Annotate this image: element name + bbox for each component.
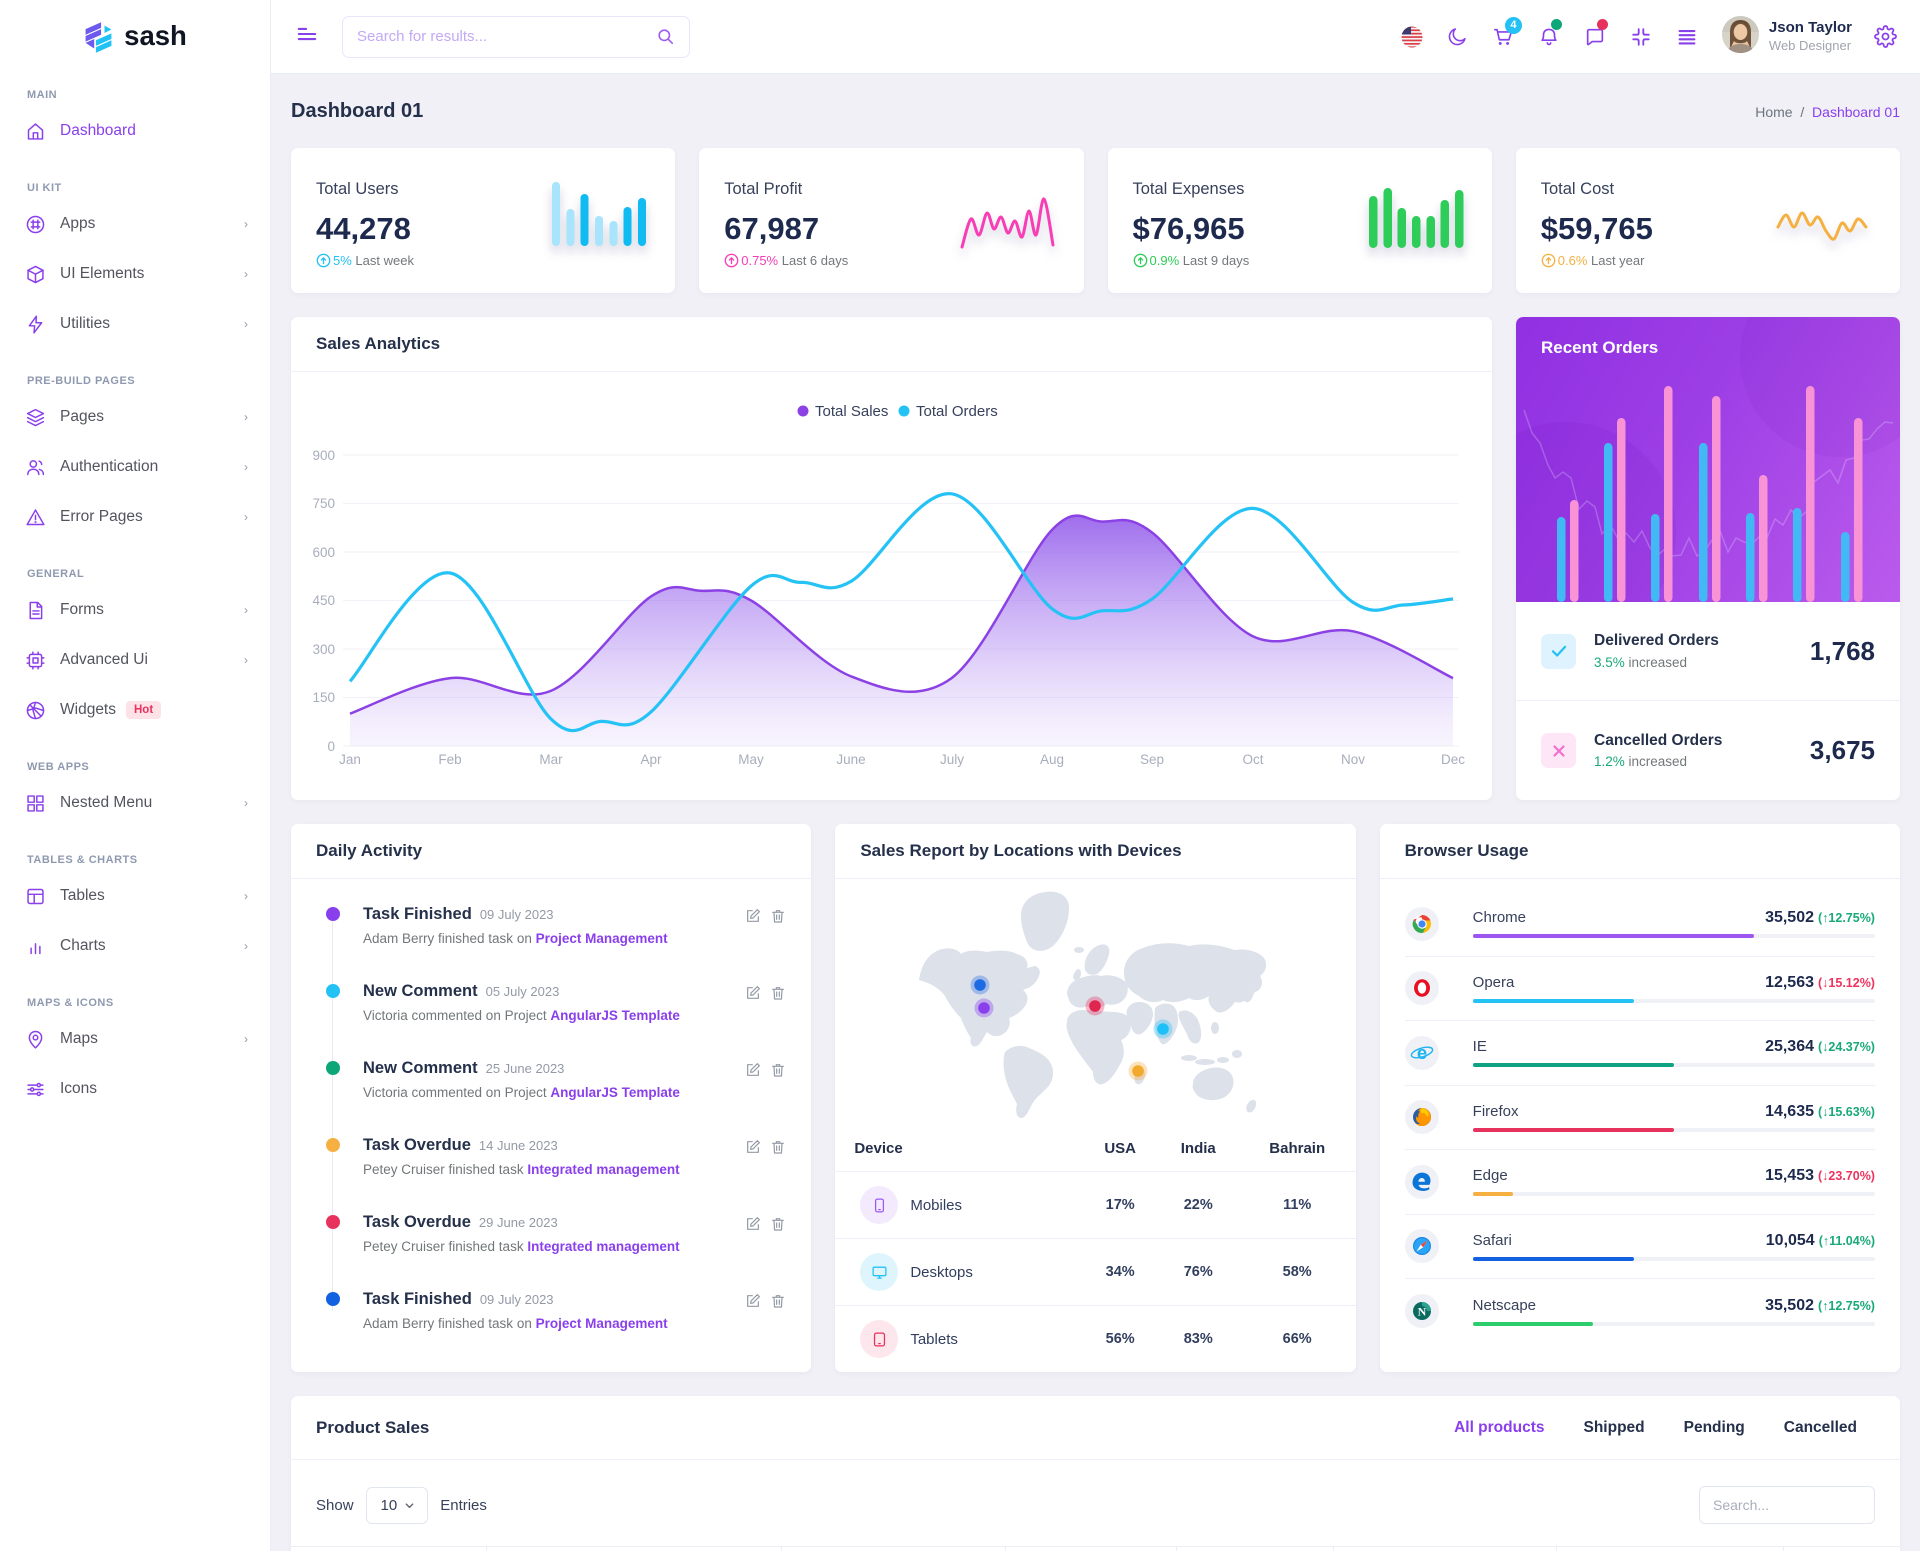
svg-text:450: 450: [312, 593, 335, 608]
svg-text:July: July: [940, 752, 964, 767]
svg-text:600: 600: [312, 545, 335, 560]
svg-text:Nov: Nov: [1341, 752, 1365, 767]
svg-text:Jan: Jan: [339, 752, 361, 767]
svg-text:Total Orders: Total Orders: [916, 403, 998, 420]
svg-text:Total Sales: Total Sales: [815, 403, 888, 420]
svg-text:0: 0: [327, 739, 335, 754]
svg-text:Aug: Aug: [1040, 752, 1064, 767]
svg-text:June: June: [836, 752, 865, 767]
svg-text:300: 300: [312, 642, 335, 657]
svg-text:Oct: Oct: [1242, 752, 1263, 767]
svg-text:Mar: Mar: [539, 752, 563, 767]
svg-text:N: N: [1417, 1305, 1426, 1319]
svg-text:Feb: Feb: [438, 752, 461, 767]
svg-text:May: May: [738, 752, 764, 767]
svg-text:750: 750: [312, 496, 335, 511]
svg-text:Sep: Sep: [1140, 752, 1164, 767]
svg-text:e: e: [1417, 1042, 1427, 1063]
svg-text:Dec: Dec: [1441, 752, 1465, 767]
svg-text:900: 900: [312, 448, 335, 463]
svg-text:150: 150: [312, 690, 335, 705]
svg-text:Apr: Apr: [640, 752, 662, 767]
